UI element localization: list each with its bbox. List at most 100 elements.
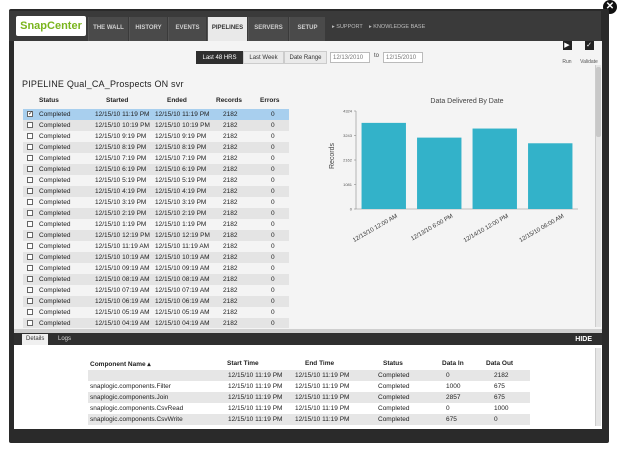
row-checkbox[interactable] [27, 188, 33, 194]
col-end-time[interactable]: End Time [305, 360, 335, 367]
table-row[interactable]: Completed 12/15/10 2:19 PM 12/15/10 2:19 P… [23, 208, 289, 219]
row-checkbox[interactable] [27, 254, 33, 260]
cell-started: 12/15/10 7:19 PM [95, 155, 147, 162]
last-48-hrs-button[interactable]: Last 48 HRS [196, 51, 243, 64]
cell-started: 12/15/10 8:19 PM [95, 144, 147, 151]
component-row[interactable]: 12/15/10 11:19 PM 12/15/10 11:19 PM Comple… [88, 370, 530, 381]
table-row[interactable]: Completed 12/15/10 04:19 AM 12/15/10 04:19… [23, 318, 289, 328]
cell-started: 12/15/10 04:19 AM [95, 320, 150, 327]
col-status-detail[interactable]: Status [383, 360, 403, 367]
run-button[interactable]: ▶ Run [556, 41, 578, 68]
tab-pipelines[interactable]: PIPELINES [207, 17, 247, 41]
row-checkbox[interactable]: ✓ [27, 111, 34, 117]
cell-errors: 0 [271, 298, 275, 305]
table-row[interactable]: Completed 12/15/10 4:19 PM 12/15/10 4:19 P… [23, 186, 289, 197]
chart-bar[interactable] [417, 137, 462, 209]
table-row[interactable]: Completed 12/15/10 07:19 AM 12/15/10 07:19… [23, 285, 289, 296]
cell-started: 12/15/10 12:19 PM [95, 232, 150, 239]
tab-servers[interactable]: SERVERS [248, 17, 288, 41]
row-checkbox[interactable] [27, 232, 33, 238]
row-checkbox[interactable] [27, 221, 33, 227]
main-scrollbar[interactable] [595, 65, 601, 327]
row-checkbox[interactable] [27, 144, 33, 150]
row-checkbox[interactable] [27, 210, 33, 216]
date-to-input[interactable]: 12/15/2010 [383, 52, 423, 63]
col-status[interactable]: Status [39, 97, 59, 104]
row-checkbox[interactable] [27, 177, 33, 183]
table-row[interactable]: Completed 12/15/10 5:19 PM 12/15/10 5:19 P… [23, 175, 289, 186]
col-records[interactable]: Records [216, 97, 243, 104]
table-row[interactable]: Completed 12/15/10 7:19 PM 12/15/10 7:19 P… [23, 153, 289, 164]
row-checkbox[interactable] [27, 122, 33, 128]
hide-button[interactable]: HIDE [575, 336, 592, 343]
row-checkbox[interactable] [27, 155, 33, 161]
row-checkbox[interactable] [27, 320, 33, 326]
table-row[interactable]: Completed 12/15/10 9:19 PM 12/15/10 9:19 P… [23, 131, 289, 142]
table-row[interactable]: Completed 12/15/10 8:19 PM 12/15/10 8:19 P… [23, 142, 289, 153]
y-tick-label: 3243 [343, 133, 353, 138]
tab-history[interactable]: HISTORY [129, 17, 167, 41]
table-row[interactable]: Completed 12/15/10 05:19 AM 12/15/10 05:19… [23, 307, 289, 318]
cell-status: Completed [39, 243, 71, 250]
tab-setup[interactable]: SETUP [289, 17, 325, 41]
cell-ended: 12/15/10 4:19 PM [155, 188, 207, 195]
component-cell-start: 12/15/10 11:19 PM [228, 383, 283, 390]
table-row[interactable]: Completed 12/15/10 08:19 AM 12/15/10 08:19… [23, 274, 289, 285]
table-row[interactable]: Completed 12/15/10 06:19 AM 12/15/10 06:19… [23, 296, 289, 307]
row-checkbox[interactable] [27, 133, 33, 139]
panel-splitter[interactable] [14, 329, 602, 333]
tab-details[interactable]: Details [22, 334, 49, 345]
component-cell-status: Completed [378, 416, 410, 423]
table-row[interactable]: Completed 12/15/10 1:19 PM 12/15/10 1:19 P… [23, 219, 289, 230]
knowledge-base-link[interactable]: ▸ KNOWLEDGE BASE [369, 24, 426, 30]
table-row[interactable]: Completed 12/15/10 09:19 AM 12/15/10 09:19… [23, 263, 289, 274]
component-row[interactable]: snaplogic.components.CsvRead 12/15/10 11:… [88, 403, 530, 414]
col-data-in[interactable]: Data In [442, 360, 464, 367]
chart-bar[interactable] [472, 128, 517, 209]
table-row[interactable]: Completed 12/15/10 3:19 PM 12/15/10 3:19 P… [23, 197, 289, 208]
row-checkbox[interactable] [27, 276, 33, 282]
date-from-input[interactable]: 12/13/2010 [330, 52, 370, 63]
component-row[interactable]: snaplogic.components.Filter 12/15/10 11:1… [88, 381, 530, 392]
row-checkbox[interactable] [27, 199, 33, 205]
table-row[interactable]: Completed 12/15/10 11:19 AM 12/15/10 11:19… [23, 241, 289, 252]
tab-the-wall[interactable]: THE WALL [88, 17, 128, 41]
support-link[interactable]: ▸ SUPPORT [332, 24, 363, 30]
col-start-time[interactable]: Start Time [227, 360, 259, 367]
last-week-button[interactable]: Last Week [243, 51, 284, 64]
row-checkbox[interactable] [27, 287, 33, 293]
table-row[interactable]: Completed 12/15/10 6:19 PM 12/15/10 6:19 P… [23, 164, 289, 175]
tab-events[interactable]: EVENTS [168, 17, 206, 41]
y-tick-label: 0 [350, 207, 353, 212]
chart-bar[interactable] [361, 122, 406, 209]
col-started[interactable]: Started [106, 97, 129, 104]
component-cell-name: snaplogic.components.CsvWrite [90, 416, 183, 423]
component-row[interactable]: snaplogic.components.Join 12/15/10 11:19 … [88, 392, 530, 403]
x-tick-label: 12/13/10 12:00 AM [352, 214, 399, 244]
col-data-out[interactable]: Data Out [486, 360, 514, 367]
chart-bar[interactable] [528, 143, 573, 209]
tab-logs[interactable]: Logs [58, 336, 72, 342]
cell-records: 2182 [223, 155, 238, 162]
table-row[interactable]: ✓ Completed 12/15/10 11:19 PM 12/15/10 11:1… [23, 109, 289, 120]
col-component-name[interactable]: Component Name ▴ [90, 361, 151, 368]
row-checkbox[interactable] [27, 243, 33, 249]
col-errors[interactable]: Errors [260, 97, 280, 104]
scrollbar-thumb[interactable] [596, 67, 601, 137]
cell-errors: 0 [271, 188, 275, 195]
row-checkbox[interactable] [27, 309, 33, 315]
row-checkbox[interactable] [27, 298, 33, 304]
table-row[interactable]: Completed 12/15/10 10:19 AM 12/15/10 10:19… [23, 252, 289, 263]
cell-errors: 0 [271, 243, 275, 250]
table-row[interactable]: Completed 12/15/10 12:19 PM 12/15/10 12:19… [23, 230, 289, 241]
snapcenter-logo[interactable]: SnapCenter [16, 16, 86, 36]
cell-ended: 12/15/10 09:19 AM [155, 265, 210, 272]
validate-button[interactable]: ✓ Validate [578, 41, 600, 68]
component-row[interactable]: snaplogic.components.CsvWrite 12/15/10 11… [88, 414, 530, 425]
col-ended[interactable]: Ended [167, 97, 187, 104]
details-scrollbar[interactable] [595, 348, 601, 426]
date-range-button[interactable]: Date Range [284, 51, 327, 64]
row-checkbox[interactable] [27, 265, 33, 271]
table-row[interactable]: Completed 12/15/10 10:19 PM 12/15/10 10:19… [23, 120, 289, 131]
row-checkbox[interactable] [27, 166, 33, 172]
